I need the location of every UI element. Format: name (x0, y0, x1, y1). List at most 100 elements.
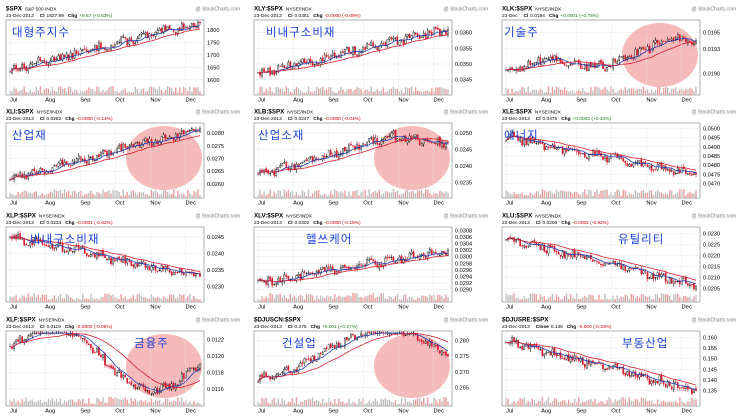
candle-body (683, 387, 685, 389)
volume-bar (45, 294, 48, 302)
volume-bar (193, 87, 195, 95)
volume-bar (576, 191, 578, 198)
candle-body (634, 49, 637, 60)
candle-body (110, 365, 112, 369)
volume-bar (291, 298, 294, 302)
volume-bar (31, 399, 33, 406)
volume-bar (267, 90, 269, 95)
candle-body (541, 349, 544, 356)
volume-bar (156, 400, 159, 406)
volume-bar (567, 91, 570, 95)
volume-bar (695, 190, 697, 198)
volume-bar (144, 297, 147, 302)
volume-bar (414, 399, 417, 406)
chart-svg: XLI:$SPX NYSE/INDX @ StockCharts.com23-Dec… (5, 109, 240, 206)
candle-body (92, 253, 94, 255)
volume-bar (638, 402, 641, 406)
candle-body (197, 367, 199, 370)
candle-body (654, 380, 657, 383)
candle-body (630, 375, 633, 378)
candle-body (622, 158, 625, 162)
volume-bar (330, 401, 332, 406)
candle-body (81, 48, 84, 51)
candle-body (87, 156, 90, 165)
candle-body (333, 151, 336, 157)
candle-body (662, 40, 665, 42)
volume-bar (681, 190, 683, 198)
candle-body (435, 142, 437, 145)
candle-body (100, 152, 102, 156)
volume-bar (305, 91, 308, 95)
candle-body (608, 263, 610, 265)
volume-bar (608, 397, 610, 406)
volume-bar (352, 293, 354, 302)
change-value: -0.0000 (-0.14%) (77, 116, 113, 122)
volume-bar (640, 397, 643, 406)
y-tick-label: 0.0350 (455, 62, 472, 68)
volume-bar (368, 294, 370, 302)
candle-body (346, 267, 348, 269)
volume-bar (53, 189, 56, 198)
volume-bar (75, 298, 78, 302)
candle-body (311, 355, 314, 363)
volume-bar (598, 402, 600, 406)
volume-bar (102, 397, 104, 406)
candle-body (309, 358, 312, 362)
candle-body (386, 257, 389, 259)
volume-bar (126, 399, 128, 406)
candle-body (197, 21, 199, 28)
candle-body (92, 347, 94, 354)
candle-body (545, 146, 548, 150)
candle-body (368, 44, 371, 46)
volume-bar (376, 192, 378, 198)
candle-body (344, 49, 346, 54)
volume-bar (191, 91, 193, 95)
y-tick-label: 0.0245 (455, 147, 472, 153)
volume-bar (354, 190, 356, 198)
volume-bar (634, 90, 637, 95)
candle-body (47, 245, 50, 248)
candle-body (424, 33, 427, 39)
change-label: Chg (68, 13, 77, 19)
volume-bar (673, 194, 675, 198)
volume-bar (173, 294, 175, 302)
y-tick-label: 0.0215 (703, 265, 720, 271)
volume-bar (313, 299, 316, 302)
volume-bar (275, 294, 277, 302)
candle-body (162, 25, 165, 34)
volume-bar (547, 86, 550, 95)
candle-body (547, 147, 550, 149)
volume-bar (630, 88, 633, 95)
volume-bar (563, 295, 566, 302)
volume-bar (37, 294, 40, 302)
volume-bar (344, 190, 346, 198)
volume-bar (553, 194, 556, 198)
candle-body (90, 157, 92, 159)
candle-body (668, 381, 671, 387)
candle-body (426, 30, 429, 38)
volume-bar (551, 401, 554, 406)
candle-body (577, 252, 580, 255)
volume-bar (269, 189, 271, 198)
x-tick-label: Aug (541, 409, 551, 415)
candle-body (664, 383, 667, 388)
volume-bar (59, 86, 62, 95)
volume-bar (636, 192, 639, 198)
volume-bar (527, 195, 529, 198)
volume-bar (435, 299, 437, 302)
volume-bar (156, 89, 159, 95)
candle-body (596, 150, 598, 157)
candle-body (199, 363, 201, 369)
volume-bar (356, 403, 358, 406)
candle-body (33, 238, 36, 245)
volume-bar (650, 298, 653, 302)
volume-bar (666, 294, 669, 302)
candle-body (182, 23, 185, 29)
candle-body (537, 57, 540, 64)
volume-bar (553, 299, 556, 302)
volume-bar (305, 195, 308, 198)
volume-bar (539, 88, 542, 95)
candle-body (305, 159, 308, 161)
candle-body (180, 269, 183, 274)
y-tick-label: 0.0355 (455, 46, 472, 52)
